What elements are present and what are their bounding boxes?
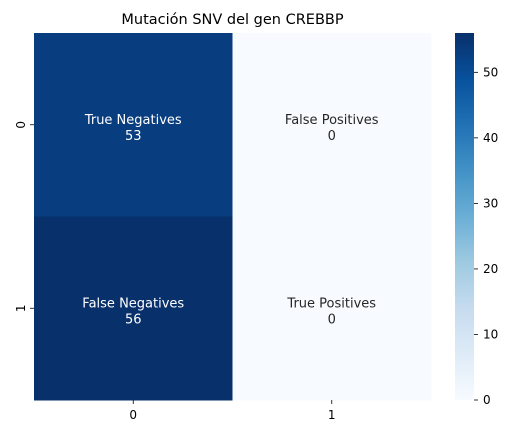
colorbar-tick-label: 10 [483,327,498,341]
colorbar-tick-label: 0 [483,393,491,407]
chart-title: Mutación SNV del gen CREBBP [121,12,343,28]
colorbar-ticks: 0 10 20 30 40 50 [474,65,498,407]
cell-label: True Negatives [84,113,182,128]
cell-label: False Negatives [82,296,184,311]
cell-label: False Positives [285,113,379,128]
y-tick-label: 1 [14,304,28,312]
cell-value: 53 [125,129,142,144]
colorbar-tick-label: 40 [483,131,498,145]
colorbar-tick-label: 20 [483,262,498,276]
colorbar-tick-label: 30 [483,196,498,210]
x-tick-label: 0 [129,408,137,422]
y-tick-label: 0 [14,121,28,129]
cell-value: 0 [328,312,336,327]
cell-label: True Positives [286,296,376,311]
colorbar-gradient [455,33,474,400]
x-tick-label: 1 [328,408,336,422]
cell-value: 0 [328,129,336,144]
cell-value: 56 [125,312,142,327]
colorbar: 0 10 20 30 40 50 [455,33,498,407]
colorbar-tick-label: 50 [483,65,498,79]
